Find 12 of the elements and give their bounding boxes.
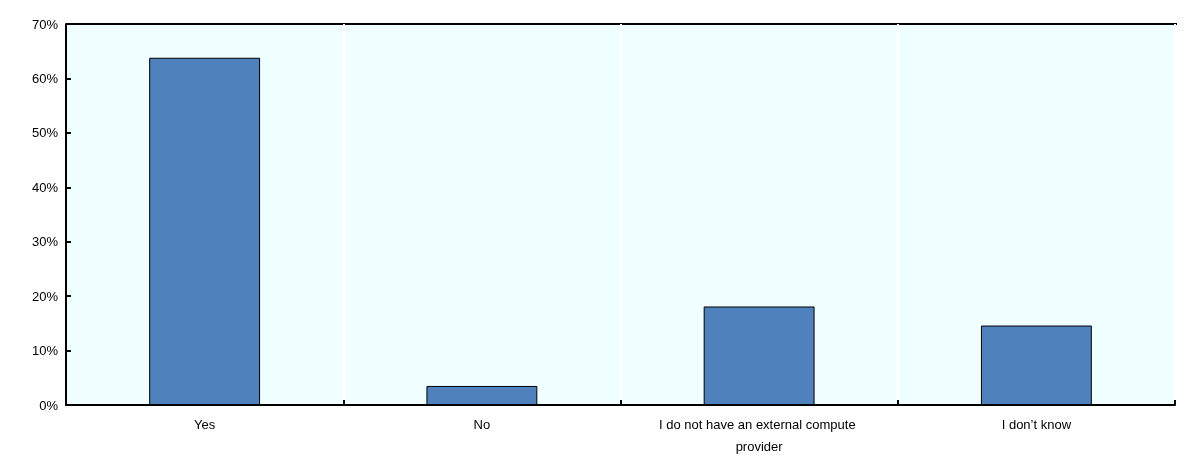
y-tick-label: 0% xyxy=(39,397,59,413)
x-tick-label: No xyxy=(473,416,491,432)
y-tick-label: 20% xyxy=(31,288,59,304)
y-tick-label: 40% xyxy=(31,179,59,195)
x-tick-label: Yes xyxy=(194,416,216,432)
y-tick-label: 70% xyxy=(31,16,59,32)
y-tick-label: 10% xyxy=(31,343,59,359)
x-tick-label: I don’t know xyxy=(1001,416,1072,432)
x-tick-label: I do not have an external compute provider xyxy=(659,416,860,454)
y-tick-label: 30% xyxy=(31,234,59,250)
y-tick-label: 60% xyxy=(31,70,59,86)
y-tick-label: 50% xyxy=(31,125,59,141)
